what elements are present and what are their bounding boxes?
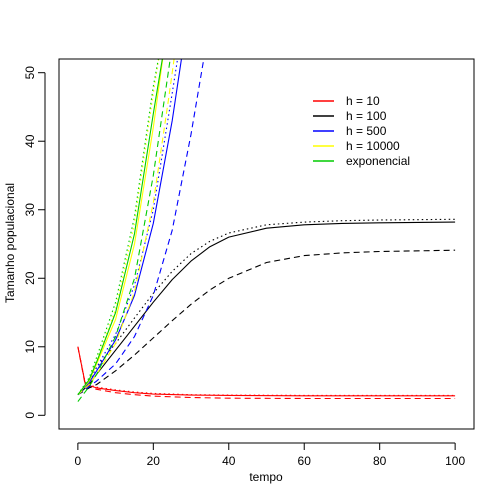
y-tick-label: 20 <box>23 271 37 285</box>
series-line-3 <box>77 221 456 396</box>
legend-label: h = 10 <box>346 94 380 108</box>
legend-label: exponencial <box>346 154 410 168</box>
series-line-4 <box>77 249 456 396</box>
y-tick-label: 30 <box>23 203 37 217</box>
series-layer <box>77 59 456 402</box>
legend-label: h = 100 <box>346 109 387 123</box>
x-tick-label: 20 <box>147 454 161 468</box>
legend-label: h = 500 <box>346 124 387 138</box>
x-tick-label: 80 <box>373 454 387 468</box>
series-line-5 <box>77 218 456 396</box>
plot-frame <box>58 58 475 430</box>
x-axis: 0 20 40 60 80 100 <box>75 442 465 468</box>
series-line-13 <box>77 59 171 402</box>
series-line-9 <box>77 59 164 396</box>
series-line-7 <box>77 59 205 396</box>
series-line-12 <box>77 59 163 396</box>
y-tick-label: 0 <box>23 412 37 419</box>
x-tick-label: 60 <box>298 454 312 468</box>
y-tick-label: 40 <box>23 134 37 148</box>
legend-label: h = 10000 <box>346 139 400 153</box>
series-line-1 <box>77 346 456 400</box>
y-tick-label: 50 <box>23 66 37 80</box>
y-axis-label: Tamanho populacional <box>3 183 17 303</box>
series-line-0 <box>77 346 456 397</box>
series-line-14 <box>77 59 159 396</box>
series-line-10 <box>77 59 175 396</box>
y-tick-label: 10 <box>23 340 37 354</box>
x-tick-label: 40 <box>222 454 236 468</box>
y-axis: 0 10 20 30 40 50 <box>23 66 46 419</box>
x-tick-label: 100 <box>445 454 465 468</box>
x-axis-label: tempo <box>249 470 283 484</box>
x-tick-label: 0 <box>75 454 82 468</box>
series-line-2 <box>77 346 456 396</box>
